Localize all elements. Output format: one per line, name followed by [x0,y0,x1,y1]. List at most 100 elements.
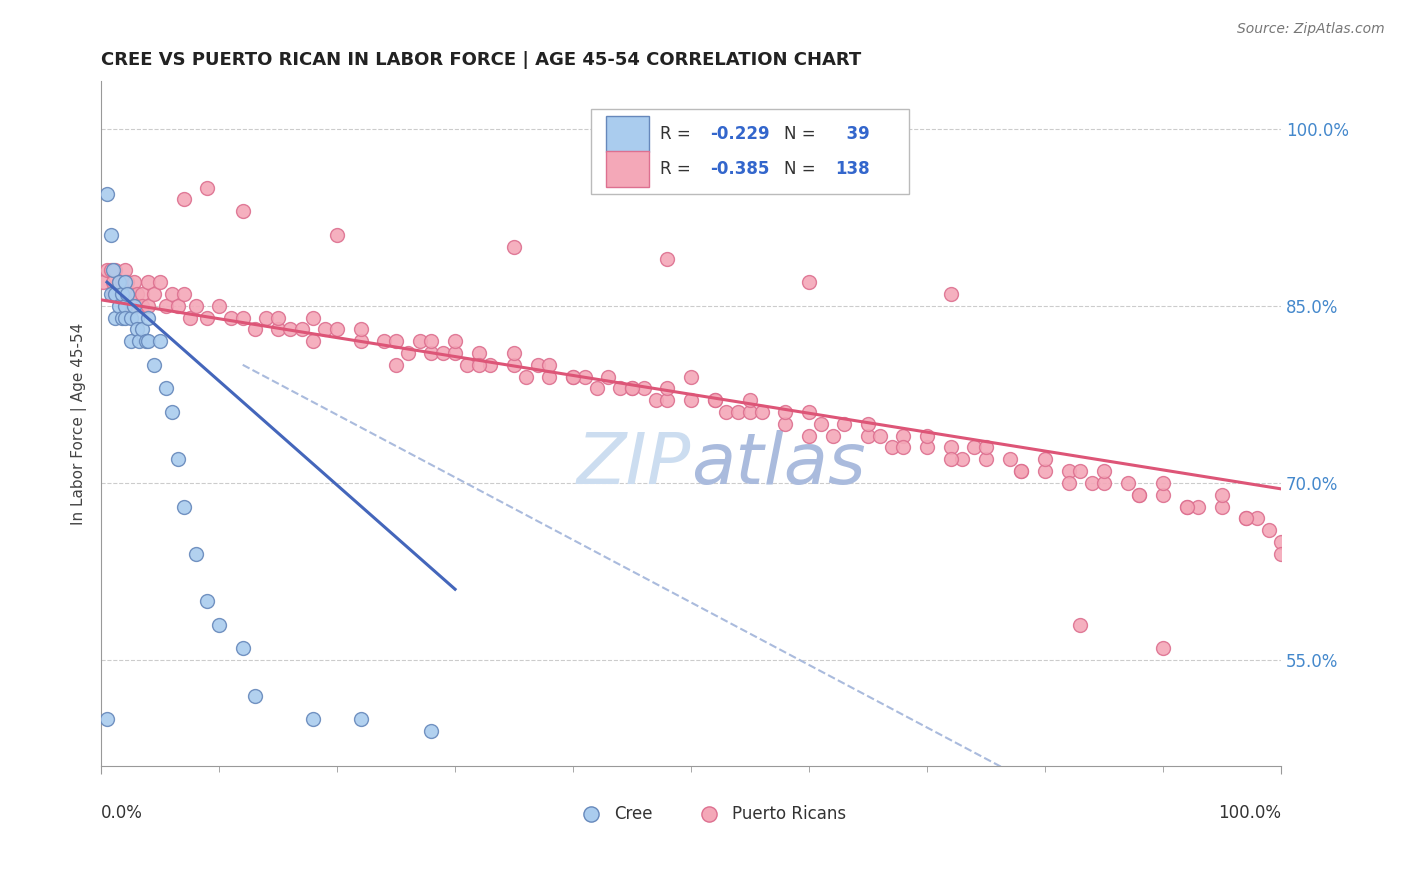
Point [160,287,183,301]
Point [574,369,596,384]
Point [727,405,749,419]
Text: ZIP: ZIP [576,431,690,500]
FancyBboxPatch shape [606,117,648,152]
Point [96,263,118,277]
Text: Puerto Ricans: Puerto Ricans [733,805,846,823]
Point [108,299,131,313]
Point [350,334,373,349]
Point [136,275,159,289]
Point [111,275,134,289]
Point [420,334,443,349]
Point [1175,500,1198,514]
Point [93,275,115,289]
Point [998,452,1021,467]
Point [880,441,903,455]
Point [195,180,218,194]
Point [243,322,266,336]
Point [326,322,349,336]
Text: N =: N = [785,160,821,178]
Text: atlas: atlas [690,431,866,500]
Point [326,227,349,242]
Point [1081,475,1104,490]
Point [915,428,938,442]
Point [385,358,408,372]
Text: R =: R = [661,160,696,178]
Point [1092,464,1115,478]
Point [939,441,962,455]
Point [598,369,620,384]
Text: -0.385: -0.385 [710,160,769,178]
Point [184,299,207,313]
Point [314,322,336,336]
Point [114,275,136,289]
Point [644,393,666,408]
Point [479,358,502,372]
Point [856,428,879,442]
Point [125,299,148,313]
Point [131,322,153,336]
Point [1211,500,1233,514]
Point [179,310,201,325]
Point [136,299,159,313]
Point [703,393,725,408]
Point [1152,641,1174,656]
Point [114,287,136,301]
Point [373,334,395,349]
Point [232,204,254,219]
Point [122,299,145,313]
Point [120,334,142,349]
Point [195,594,218,608]
Point [1234,511,1257,525]
Point [515,369,537,384]
Point [810,417,832,431]
Point [797,405,820,419]
Point [775,405,797,419]
Point [1010,464,1032,478]
Point [657,252,679,266]
Point [467,346,489,360]
Text: CREE VS PUERTO RICAN IN LABOR FORCE | AGE 45-54 CORRELATION CHART: CREE VS PUERTO RICAN IN LABOR FORCE | AG… [101,51,862,69]
Point [350,322,373,336]
Point [267,310,290,325]
Point [1033,452,1056,467]
Point [131,287,153,301]
Point [254,310,277,325]
Point [104,263,127,277]
Point [893,441,915,455]
Point [131,299,153,313]
Point [1175,500,1198,514]
Point [101,275,124,289]
Point [633,381,655,395]
Point [143,287,166,301]
Point [538,369,561,384]
Point [125,310,148,325]
Point [302,310,325,325]
Point [751,405,773,419]
Point [1152,488,1174,502]
Point [302,334,325,349]
Point [950,452,973,467]
Point [456,358,478,372]
Point [679,393,702,408]
Point [267,322,290,336]
Point [526,358,548,372]
Point [173,287,195,301]
Point [538,358,561,372]
Point [1246,511,1268,525]
Point [432,346,454,360]
Point [1128,488,1150,502]
Point [609,381,631,395]
Point [100,287,122,301]
Point [963,441,986,455]
Point [166,452,188,467]
Point [125,287,148,301]
Point [1270,547,1292,561]
Point [1258,523,1281,537]
Point [1033,464,1056,478]
Point [166,299,188,313]
Point [562,369,585,384]
Point [1092,475,1115,490]
Point [136,310,159,325]
Point [1116,475,1139,490]
Point [208,617,231,632]
